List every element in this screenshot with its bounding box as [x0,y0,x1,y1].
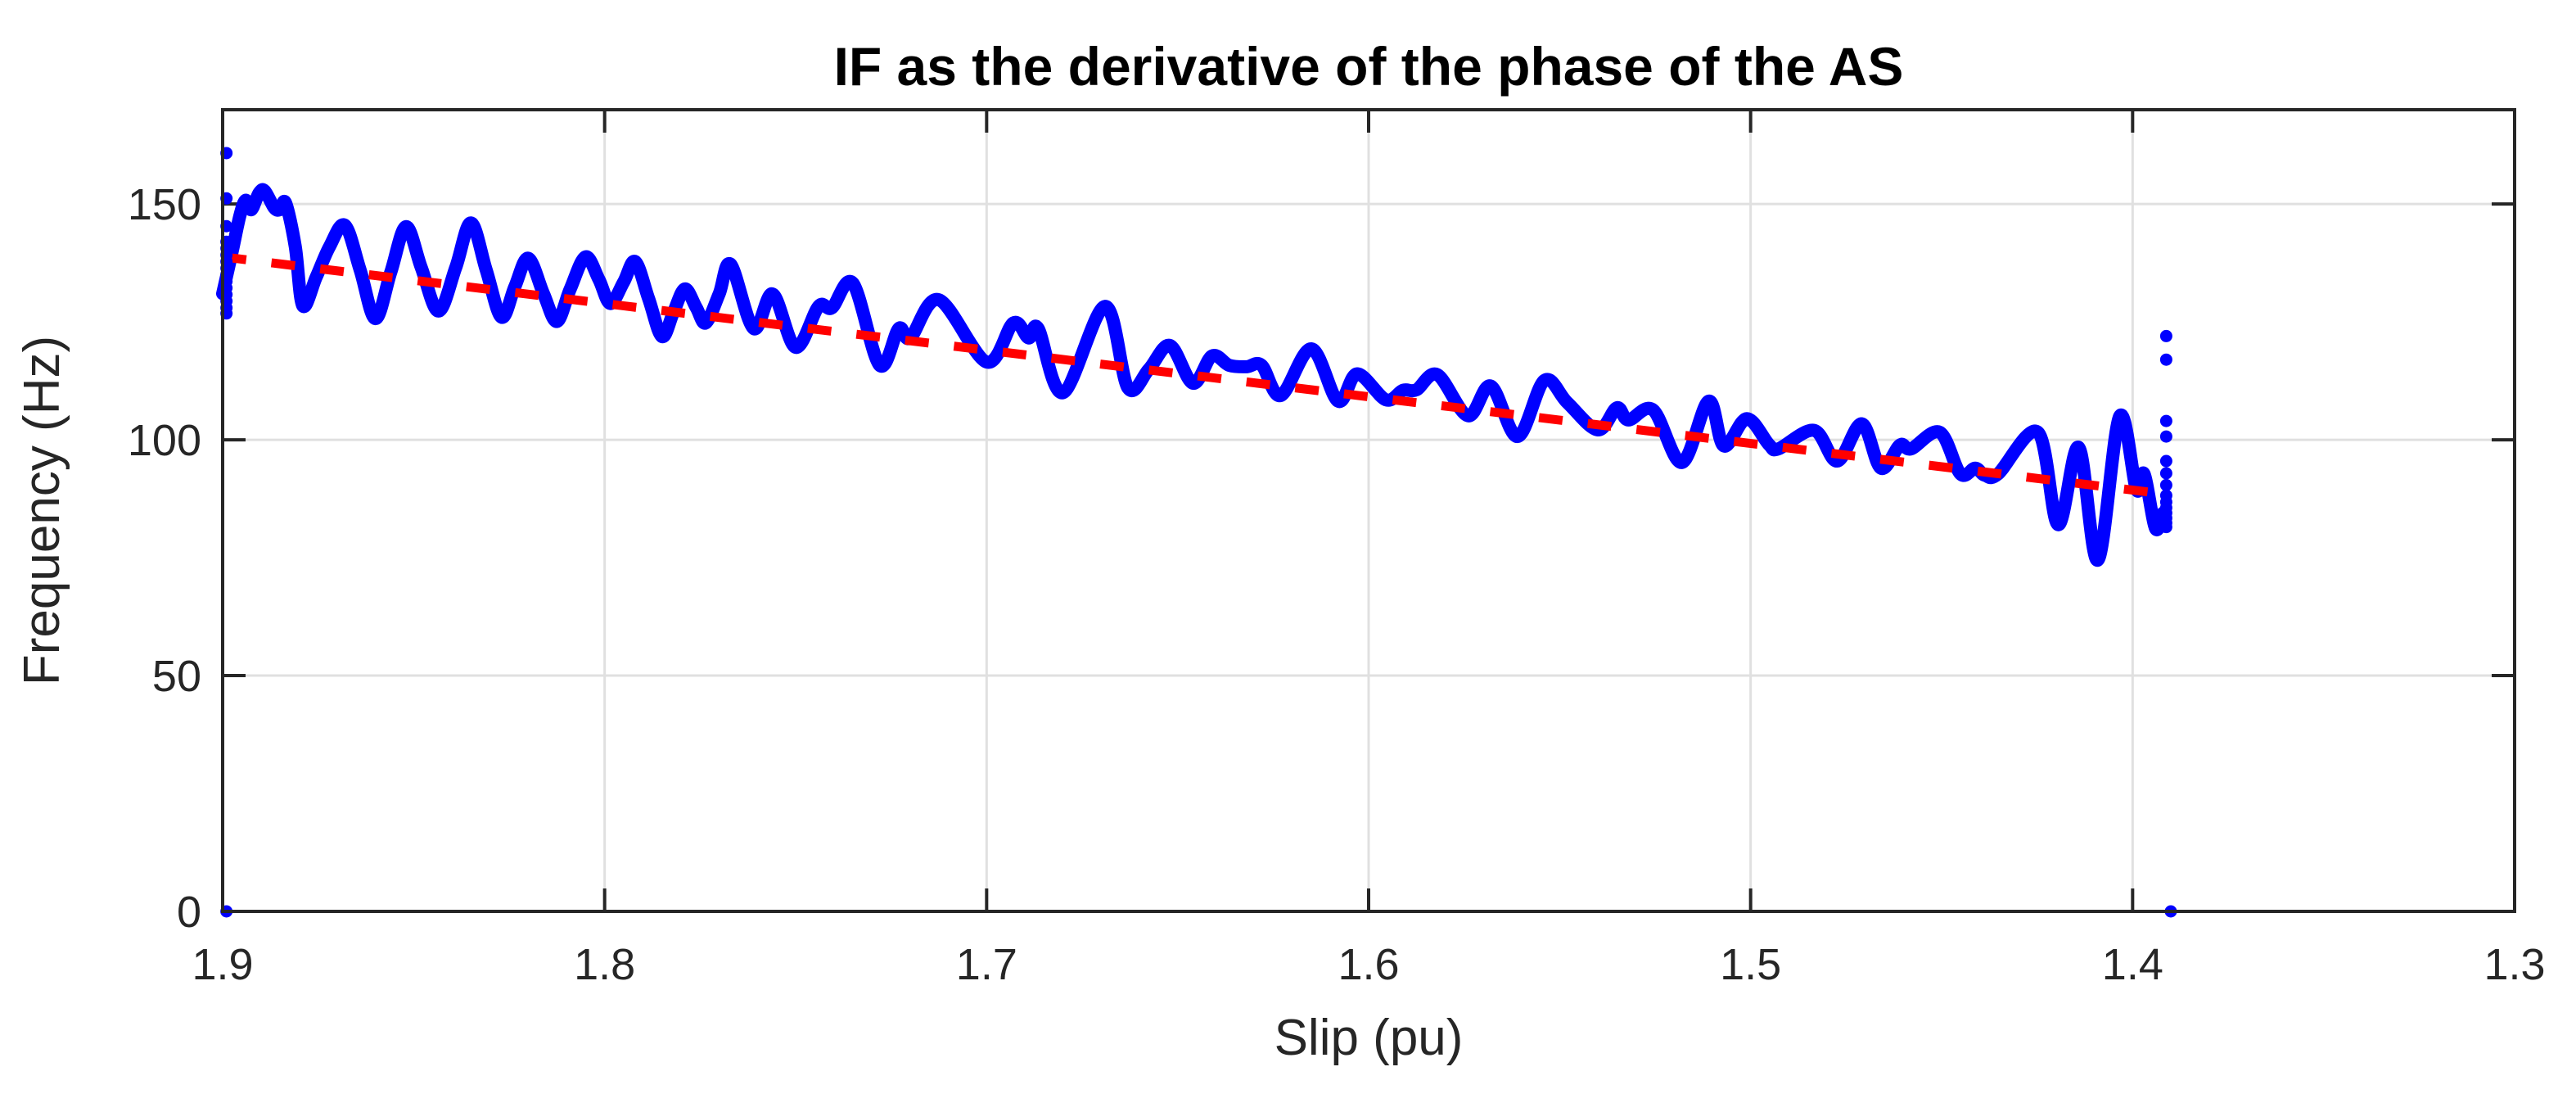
x-tick-label: 1.9 [192,940,253,989]
y-tick-label: 0 [177,888,201,937]
linear-fit-line [222,252,2154,498]
x-tick-label: 1.6 [1338,940,1399,989]
instantaneous-frequency-curve [216,183,2170,567]
x-axis-label: Slip (pu) [1274,1010,1464,1066]
right-edge-dots-dot [2159,478,2172,491]
x-tick-label: 1.4 [2102,940,2163,989]
right-edge-dots-dot [2159,521,2172,534]
x-tick-label: 1.7 [956,940,1017,989]
x-tick-label: 1.5 [1720,940,1781,989]
chart-title: IF as the derivative of the phase of the… [834,36,1904,97]
y-axis-label: Frequency (Hz) [14,336,70,685]
y-tick-label: 50 [152,652,201,701]
data-series [216,147,2177,918]
y-tick-label: 150 [128,180,201,229]
right-edge-dots-dot [2159,430,2172,443]
x-tick-label: 1.8 [574,940,635,989]
x-tick-label: 1.3 [2484,940,2545,989]
y-tick-label: 100 [128,416,201,465]
plot-box-border [221,108,2516,913]
right-edge-dots-dot [2159,454,2172,468]
right-edge-dots-dot [2159,329,2172,342]
right-edge-dots-dot [2159,467,2172,480]
right-edge-dots-dot [2159,353,2172,366]
tick-labels: 1.9 1.8 1.7 1.6 1.5 1.4 1.3 0 50 100 150 [128,180,2546,989]
right-edge-dots-dot [2159,414,2172,427]
